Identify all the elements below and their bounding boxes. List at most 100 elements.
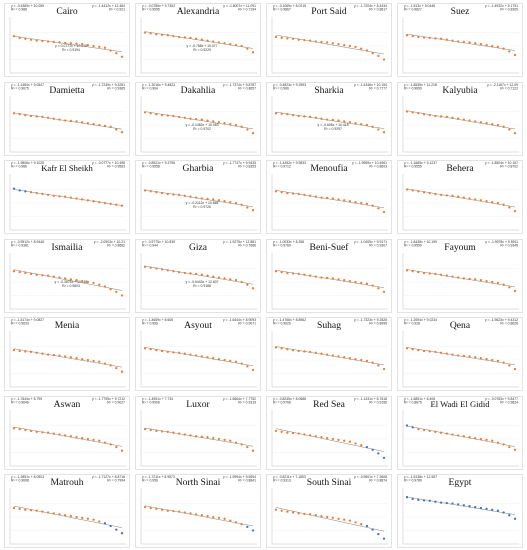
data-point — [166, 113, 169, 117]
chart-title: Suhag — [317, 320, 341, 331]
data-point — [496, 509, 500, 512]
data-point — [445, 38, 448, 41]
data-point — [143, 427, 147, 430]
data-point — [451, 39, 454, 42]
data-point — [240, 203, 243, 206]
data-point — [206, 435, 209, 438]
data-point — [103, 522, 107, 525]
data-point — [377, 364, 380, 367]
data-point — [115, 290, 118, 293]
chart-title: Luxor — [186, 399, 210, 410]
data-point — [223, 200, 226, 203]
data-point — [422, 428, 426, 431]
data-point — [297, 512, 300, 515]
data-point — [485, 507, 488, 511]
data-point — [98, 200, 101, 204]
data-point — [348, 200, 352, 203]
data-point — [86, 517, 90, 520]
trendline-equation: y = -1.2694x + 9.0234 — [404, 318, 437, 322]
data-point — [120, 449, 124, 452]
data-point — [149, 348, 152, 351]
chart-title: Asyout — [184, 320, 212, 331]
chart-title: Port Said — [311, 6, 347, 17]
trendline-equation: y = -1.0409x + 9.9171 — [354, 239, 387, 243]
trendline-equation: R² = 0.964 — [142, 86, 158, 90]
data-point — [365, 524, 369, 528]
trendline-equation: y = -1.513x + 9.0446 — [404, 4, 435, 8]
data-point — [348, 44, 352, 48]
trendline-equation: y = -1.4932x + 9.1791 — [485, 4, 518, 8]
data-point — [360, 358, 363, 362]
trendline-equation: y = -0.9501x + 7.3608 — [354, 475, 387, 479]
trendline-equation: y = -0.0783x + 9.8477 — [485, 396, 518, 400]
data-point — [439, 431, 443, 434]
data-point — [479, 357, 483, 360]
data-point — [377, 451, 380, 455]
data-point — [64, 433, 67, 437]
data-point — [223, 276, 226, 280]
chart-title: Suez — [451, 6, 470, 17]
data-point — [485, 357, 488, 361]
data-point — [81, 279, 84, 282]
data-point — [474, 42, 477, 45]
trendline-equation: y = -1.4766x + 8.8962 — [273, 318, 306, 322]
trendline-equation: y = -2.1187x + 12.09 — [487, 82, 518, 86]
data-point — [98, 123, 101, 126]
data-point — [508, 514, 511, 517]
data-point — [75, 197, 78, 200]
data-point — [474, 277, 477, 280]
data-point — [149, 32, 152, 35]
data-point — [217, 516, 221, 520]
data-point — [422, 191, 426, 194]
data-point — [360, 281, 363, 284]
chart-title: Matrouh — [50, 477, 83, 488]
data-point — [337, 438, 340, 441]
data-point — [189, 271, 192, 275]
data-point — [234, 123, 238, 126]
chart-title: Gharbia — [183, 163, 215, 174]
data-point — [513, 131, 517, 134]
data-point — [12, 506, 16, 510]
data-point — [291, 431, 295, 434]
data-point — [331, 354, 334, 357]
data-point — [291, 271, 295, 275]
data-point — [382, 130, 386, 133]
data-point — [64, 41, 67, 44]
data-point — [274, 346, 278, 349]
data-point — [371, 125, 374, 128]
data-point — [326, 117, 329, 121]
data-point — [69, 119, 72, 122]
chart-panel-4: Suez y = -1.513x + 9.0446 R² = 0.9827 y = -… — [397, 3, 523, 77]
data-point — [166, 430, 169, 433]
data-point — [360, 47, 363, 50]
trendline-equation: R² = 0.9188 — [193, 284, 211, 288]
chart-panel-22: Luxor y = -1.4951x + 7.734 R² = 0.9506 y = … — [135, 395, 261, 470]
chart-title: Qena — [450, 320, 471, 331]
data-point — [274, 269, 278, 272]
data-point — [115, 528, 118, 531]
chart-title: Giza — [189, 242, 208, 253]
data-point — [491, 358, 494, 362]
data-point — [143, 31, 147, 34]
data-point — [354, 357, 357, 361]
trendline-equation: R² = 0.986 — [11, 165, 27, 169]
data-point — [462, 117, 465, 121]
trendline-equation: R² = 0.9599 — [404, 243, 422, 247]
chart-title: Kalyubia — [442, 85, 478, 96]
data-point — [479, 437, 483, 440]
data-point — [377, 286, 380, 289]
trendline-equation: y = -1.3016x + 9.4823 — [142, 82, 175, 86]
data-point — [308, 433, 312, 437]
trendline-equation: y = -1.7211x + 8.9873 — [142, 475, 175, 479]
data-point — [297, 114, 300, 117]
data-point — [308, 274, 312, 277]
data-point — [451, 502, 454, 505]
data-point — [52, 353, 55, 357]
data-point — [149, 190, 152, 193]
data-point — [160, 349, 164, 353]
data-point — [160, 33, 164, 36]
data-point — [479, 43, 483, 46]
